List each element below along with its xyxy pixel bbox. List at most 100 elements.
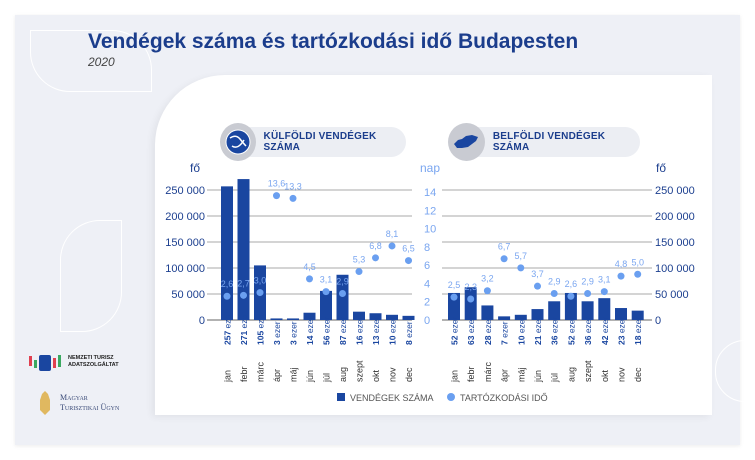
dot bbox=[584, 289, 592, 297]
legend-dot-swatch bbox=[447, 393, 455, 401]
x-tick-label: nov bbox=[388, 367, 398, 382]
y-tick-label: 200 000 bbox=[165, 211, 205, 223]
y2-tick-label: 14 bbox=[424, 187, 436, 199]
y2-tick-label: 6 bbox=[424, 260, 430, 272]
dot bbox=[634, 270, 642, 278]
x-tick-label: febr bbox=[466, 366, 476, 382]
x-tick-label: jún bbox=[305, 370, 315, 383]
dot bbox=[550, 289, 558, 297]
page-subtitle: 2020 bbox=[88, 55, 115, 69]
mtu-logo-line1: Magyar bbox=[60, 393, 88, 402]
x-tick-label: ápr bbox=[500, 369, 510, 382]
dot bbox=[372, 254, 379, 262]
dot-value-label: 5,3 bbox=[353, 255, 366, 265]
bar-value-label: 257 ezer bbox=[223, 312, 233, 345]
dot-value-label: 2,9 bbox=[336, 276, 349, 286]
chart-header-foreign: KÜLFÖLDI VENDÉGEK SZÁMA bbox=[220, 123, 406, 161]
dot-value-label: 4,8 bbox=[615, 259, 628, 269]
bar-value-label: 3 ezer bbox=[289, 321, 299, 345]
x-tick-label: máj bbox=[289, 367, 299, 382]
bar-value-label: 7 ezer bbox=[500, 321, 510, 345]
bar-value-label: 10 ezer bbox=[516, 316, 526, 345]
bar-value-label: 271 ezer bbox=[239, 312, 249, 345]
bar bbox=[598, 298, 611, 320]
dot-value-label: 2,3 bbox=[464, 282, 477, 292]
bar bbox=[303, 312, 316, 320]
bar bbox=[481, 305, 494, 320]
dot bbox=[339, 289, 346, 297]
bar-value-label: 63 ezer bbox=[466, 316, 476, 345]
dot bbox=[617, 272, 625, 280]
bar-value-label: 36 ezer bbox=[550, 316, 560, 345]
bar-value-label: 8 ezer bbox=[404, 321, 414, 345]
bar bbox=[369, 313, 382, 320]
bar bbox=[514, 314, 527, 320]
bar bbox=[498, 316, 511, 320]
bar-value-label: 14 ezer bbox=[305, 316, 315, 345]
dot bbox=[306, 275, 313, 283]
dot bbox=[240, 291, 247, 299]
hungary-map-icon bbox=[448, 123, 485, 161]
x-tick-label: szept bbox=[355, 360, 365, 382]
bar bbox=[631, 310, 644, 320]
bar bbox=[581, 301, 594, 320]
dot-value-label: 5,0 bbox=[631, 257, 644, 267]
bar bbox=[320, 290, 332, 320]
dot bbox=[256, 289, 264, 297]
dot bbox=[517, 264, 525, 272]
legend-bar-swatch bbox=[337, 393, 345, 401]
y2-axis-title: nap bbox=[420, 161, 440, 175]
dot-value-label: 2,6 bbox=[565, 279, 578, 289]
y2-tick-label: 10 bbox=[424, 224, 436, 236]
bar bbox=[386, 314, 398, 320]
x-tick-label: okt bbox=[371, 369, 381, 382]
x-tick-label: dec bbox=[633, 367, 643, 382]
y-tick-label: 150 000 bbox=[655, 237, 695, 249]
ntak-logo-text: NEMZETI TURISZ ADATSZOLGÁLTAT bbox=[68, 355, 119, 368]
y-tick-label: 250 000 bbox=[655, 185, 695, 197]
bar bbox=[221, 186, 233, 320]
bar bbox=[448, 292, 460, 320]
x-tick-label: nov bbox=[617, 367, 627, 382]
dot-value-label: 2,7 bbox=[237, 278, 250, 288]
x-tick-label: ápr bbox=[272, 369, 282, 382]
y-tick-label: 50 000 bbox=[171, 289, 205, 301]
bar bbox=[464, 287, 477, 320]
mtu-logo: Magyar Turisztikai Ügyn bbox=[38, 390, 119, 416]
dot bbox=[567, 292, 575, 300]
bar-value-label: 87 ezer bbox=[338, 316, 348, 345]
x-tick-label: márc bbox=[256, 362, 266, 382]
dot-value-label: 4,5 bbox=[303, 262, 316, 272]
bar bbox=[336, 274, 349, 320]
y-axis-title: fő bbox=[190, 161, 200, 175]
y2-tick-label: 8 bbox=[424, 242, 430, 254]
y-tick-label: 0 bbox=[655, 315, 661, 327]
bar bbox=[270, 318, 283, 320]
x-tick-label: júl bbox=[322, 373, 332, 383]
dot bbox=[273, 192, 280, 200]
dot bbox=[467, 295, 475, 303]
dot bbox=[450, 293, 458, 301]
bar-value-label: 52 ezer bbox=[450, 316, 460, 345]
bar-value-label: 36 ezer bbox=[583, 316, 593, 345]
bar-value-label: 23 ezer bbox=[617, 316, 627, 345]
dot-value-label: 6,5 bbox=[402, 244, 415, 254]
dot-value-label: 13,6 bbox=[268, 179, 286, 189]
y2-tick-label: 2 bbox=[424, 297, 430, 309]
dot-value-label: 3,1 bbox=[598, 275, 611, 285]
x-tick-label: júl bbox=[550, 373, 560, 383]
bar bbox=[287, 318, 299, 320]
chart-header-domestic: BELFÖLDI VENDÉGEK SZÁMA bbox=[448, 123, 640, 161]
x-tick-label: jún bbox=[533, 370, 543, 383]
bar bbox=[531, 309, 544, 320]
x-tick-label: aug bbox=[566, 367, 576, 382]
x-tick-label: aug bbox=[338, 367, 348, 382]
dot bbox=[405, 257, 412, 265]
bar-value-label: 10 ezer bbox=[388, 316, 398, 345]
y-tick-label: 150 000 bbox=[165, 237, 205, 249]
dot-value-label: 6,8 bbox=[369, 241, 382, 251]
dot-value-label: 5,7 bbox=[515, 251, 528, 261]
x-tick-label: jan bbox=[450, 370, 460, 383]
y-tick-label: 100 000 bbox=[165, 263, 205, 275]
